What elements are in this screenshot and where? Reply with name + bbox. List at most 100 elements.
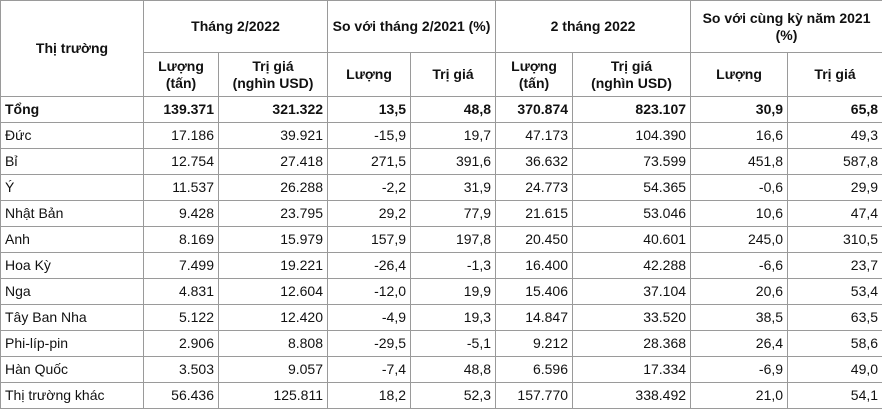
value-cell: 54.365	[572, 174, 692, 201]
value-cell: 26.288	[217, 174, 329, 201]
value-cell: 12.604	[217, 278, 329, 305]
header-cell: Trị giá (nghìn USD)	[572, 52, 692, 97]
table-row: Anh 8.169 15.979 157,9 197,8 20.450 40.601 245,…	[0, 226, 882, 253]
value-cell: 54,1	[787, 382, 882, 409]
value-cell: -0,6	[690, 174, 789, 201]
value-cell: 245,0	[690, 226, 789, 253]
value-cell: 16,6	[690, 122, 789, 149]
header-cell: Trị giá	[787, 52, 882, 97]
value-cell: 6.596	[495, 356, 574, 383]
value-cell: 37.104	[572, 278, 692, 305]
value-cell: 56.436	[143, 382, 219, 409]
value-cell: 14.847	[495, 304, 574, 331]
value-cell: 17.334	[572, 356, 692, 383]
value-cell: -4,9	[327, 304, 412, 331]
value-cell: 33.520	[572, 304, 692, 331]
market-cell: Nga	[0, 278, 144, 305]
value-cell: 13,5	[327, 96, 412, 123]
value-cell: 23.795	[217, 200, 329, 227]
table-row: Hàn Quốc 3.503 9.057 -7,4 48,8 6.596 17.334 -6,…	[0, 356, 882, 383]
value-cell: 370.874	[495, 96, 574, 123]
value-cell: 24.773	[495, 174, 574, 201]
table-row: Nga 4.831 12.604 -12,0 19,9 15.406 37.104 20,6 5…	[0, 278, 882, 305]
value-cell: 19,3	[410, 304, 497, 331]
table-row: Nhật Bản 9.428 23.795 29,2 77,9 21.615 53.046 1…	[0, 200, 882, 227]
table-row: Thị trường khác 56.436 125.811 18,2 52,3 157.…	[0, 382, 882, 409]
value-cell: 42.288	[572, 252, 692, 279]
market-cell: Thị trường khác	[0, 382, 144, 409]
value-cell: 9.428	[143, 200, 219, 227]
table-row: Phi-líp-pin 2.906 8.808 -29,5 -5,1 9.212 28.36…	[0, 330, 882, 357]
market-cell: Anh	[0, 226, 144, 253]
market-cell: Hàn Quốc	[0, 356, 144, 383]
table-row: Đức 17.186 39.921 -15,9 19,7 47.173 104.390 16,…	[0, 122, 882, 149]
value-cell: 18,2	[327, 382, 412, 409]
value-cell: 338.492	[572, 382, 692, 409]
value-cell: 58,6	[787, 330, 882, 357]
market-cell: Bỉ	[0, 148, 144, 175]
value-cell: -12,0	[327, 278, 412, 305]
value-cell: -29,5	[327, 330, 412, 357]
value-cell: -1,3	[410, 252, 497, 279]
value-cell: 28.368	[572, 330, 692, 357]
value-cell: 30,9	[690, 96, 789, 123]
header-cell: Lượng (tấn)	[495, 52, 574, 97]
value-cell: 36.632	[495, 148, 574, 175]
value-cell: 197,8	[410, 226, 497, 253]
value-cell: 125.811	[217, 382, 329, 409]
table-body: Tổng 139.371 321.322 13,5 48,8 370.874 823.107…	[0, 96, 882, 409]
value-cell: 5.122	[143, 304, 219, 331]
value-cell: 52,3	[410, 382, 497, 409]
header-cell: Trị giá (nghìn USD)	[217, 52, 329, 97]
value-cell: 20,6	[690, 278, 789, 305]
value-cell: 48,8	[410, 356, 497, 383]
value-cell: 53,4	[787, 278, 882, 305]
value-cell: 29,2	[327, 200, 412, 227]
value-cell: 321.322	[217, 96, 329, 123]
value-cell: 21.615	[495, 200, 574, 227]
value-cell: -15,9	[327, 122, 412, 149]
header-row: Lượng (tấn) Trị giá (nghìn USD) Lượng Trị giá…	[1, 52, 882, 97]
value-cell: 10,6	[690, 200, 789, 227]
value-cell: 3.503	[143, 356, 219, 383]
value-cell: 9.212	[495, 330, 574, 357]
value-cell: 47,4	[787, 200, 882, 227]
header-cell: So với tháng 2/2021 (%)	[327, 0, 497, 53]
value-cell: 49,0	[787, 356, 882, 383]
value-cell: 391,6	[410, 148, 497, 175]
value-cell: 29,9	[787, 174, 882, 201]
table-row: Tổng 139.371 321.322 13,5 48,8 370.874 823.107…	[0, 96, 882, 123]
value-cell: 20.450	[495, 226, 574, 253]
value-cell: 271,5	[327, 148, 412, 175]
value-cell: 77,9	[410, 200, 497, 227]
value-cell: 9.057	[217, 356, 329, 383]
value-cell: 7.499	[143, 252, 219, 279]
value-cell: 157,9	[327, 226, 412, 253]
value-cell: -6,6	[690, 252, 789, 279]
value-cell: 8.808	[217, 330, 329, 357]
market-cell: Ý	[0, 174, 144, 201]
value-cell: -26,4	[327, 252, 412, 279]
value-cell: 49,3	[787, 122, 882, 149]
value-cell: 19.221	[217, 252, 329, 279]
value-cell: 38,5	[690, 304, 789, 331]
value-cell: 26,4	[690, 330, 789, 357]
value-cell: 587,8	[787, 148, 882, 175]
value-cell: 63,5	[787, 304, 882, 331]
table-row: Hoa Kỳ 7.499 19.221 -26,4 -1,3 16.400 42.288 -6…	[0, 252, 882, 279]
value-cell: 157.770	[495, 382, 574, 409]
header-cell: Lượng	[690, 52, 789, 97]
header-cell: Tháng 2/2022	[142, 0, 329, 53]
value-cell: 12.754	[143, 148, 219, 175]
value-cell: 65,8	[787, 96, 882, 123]
value-cell: 48,8	[410, 96, 497, 123]
value-cell: 8.169	[143, 226, 219, 253]
value-cell: 15.979	[217, 226, 329, 253]
header-row: Thị trường Tháng 2/2022 So với tháng 2/2…	[0, 0, 882, 97]
value-cell: -6,9	[690, 356, 789, 383]
value-cell: 4.831	[143, 278, 219, 305]
value-cell: 451,8	[690, 148, 789, 175]
market-cell: Tây Ban Nha	[0, 304, 144, 331]
